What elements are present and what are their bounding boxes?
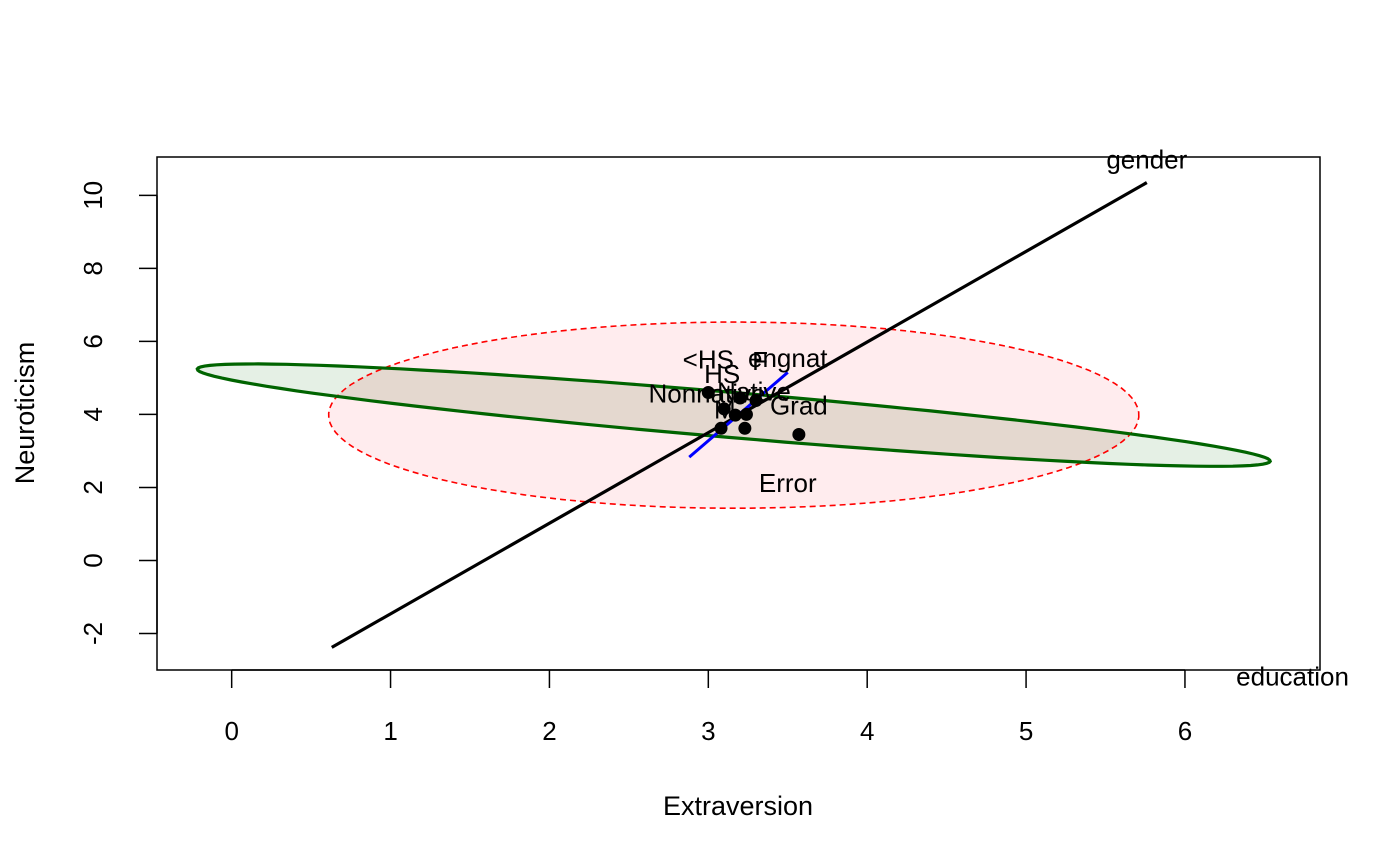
x-tick-label: 5 <box>1019 716 1033 746</box>
y-tick-label: 4 <box>78 407 108 421</box>
point-label: Grad <box>770 390 828 420</box>
point-label: Nonnative <box>648 378 765 408</box>
point-label: <HS <box>683 345 734 375</box>
education-label: education <box>1236 662 1349 692</box>
engnat-label: engnat <box>748 343 828 373</box>
y-tick-label: 0 <box>78 553 108 567</box>
x-tick-label: 0 <box>224 716 238 746</box>
data-point-native <box>749 394 763 408</box>
error-label: Error <box>759 468 817 498</box>
error-ellipse <box>327 321 1140 509</box>
y-tick-label: 8 <box>78 261 108 275</box>
x-axis-title: Extraversion <box>663 791 813 821</box>
point-label: F <box>752 346 768 376</box>
data-point-grad <box>792 427 806 441</box>
x-axis: 0 1 2 3 4 5 6 <box>224 669 1192 746</box>
data-point-8 <box>739 407 753 421</box>
term-label-layer: gender education engnat Error <box>748 145 1349 692</box>
education-ellipse <box>195 362 1273 468</box>
point-label: HS <box>704 359 740 389</box>
data-point-hs <box>717 402 731 416</box>
data-point-f <box>733 391 747 405</box>
point-label: Native <box>717 377 791 407</box>
data-point-m <box>738 421 752 435</box>
data-point-nonnative <box>714 421 728 435</box>
y-tick-label: 6 <box>78 334 108 348</box>
gender-label: gender <box>1106 145 1187 175</box>
data-point-hs <box>701 386 715 400</box>
y-tick-label: 2 <box>78 480 108 494</box>
y-axis: -2 0 2 4 6 8 10 <box>78 181 158 645</box>
x-tick-label: 3 <box>701 716 715 746</box>
x-tick-label: 2 <box>542 716 556 746</box>
x-tick-label: 1 <box>383 716 397 746</box>
y-axis-title: Neuroticism <box>10 342 40 485</box>
x-tick-label: 6 <box>1178 716 1192 746</box>
y-tick-label: -2 <box>78 622 108 645</box>
data-point-7 <box>728 408 742 422</box>
point-label: M <box>714 394 736 424</box>
y-tick-label: 10 <box>78 181 108 210</box>
x-tick-label: 4 <box>860 716 874 746</box>
